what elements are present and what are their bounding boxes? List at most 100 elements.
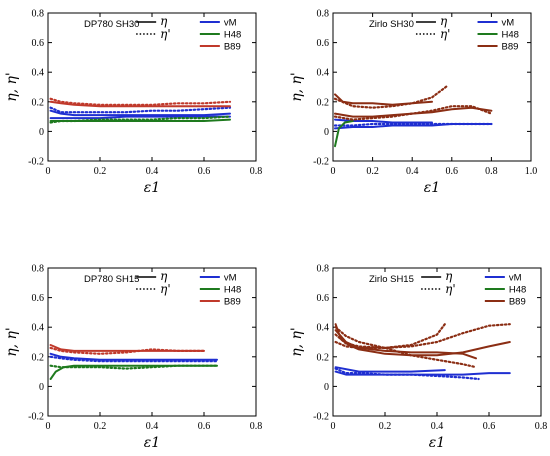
y-axis-label: η, η' <box>289 72 305 102</box>
legend-vm-label: vM <box>509 273 522 284</box>
x-tick-label: 0.8 <box>250 421 263 432</box>
x-tick-label: 0.2 <box>94 166 107 177</box>
legend-vm-label: vM <box>224 18 237 29</box>
series-line-b89-eta <box>49 100 231 108</box>
y-tick-label: 0.6 <box>32 293 45 304</box>
series-line-b89-eta <box>49 344 205 352</box>
series-group <box>334 323 511 381</box>
series-line-b89-eta-prime <box>334 323 511 349</box>
y-tick-label: 0 <box>39 127 44 138</box>
legend-h48-label: H48 <box>224 30 241 41</box>
y-tick-label: 0.8 <box>32 264 45 275</box>
series-line-vm-eta <box>334 366 446 373</box>
series-group <box>49 344 219 380</box>
x-tick-label: 0.4 <box>406 166 419 177</box>
series-line-vm-eta-prime <box>49 355 219 363</box>
x-tick-label: 0.4 <box>431 421 444 432</box>
x-tick-label: 0.6 <box>483 421 496 432</box>
x-axis-label: ε1 <box>144 435 160 451</box>
x-tick-label: 0.8 <box>485 166 498 177</box>
legend-eta-label: η <box>160 269 168 283</box>
series-line-b89-eta-prime <box>334 323 446 349</box>
y-tick-label: 0.8 <box>317 9 330 20</box>
legend-eta-label: η <box>445 269 453 283</box>
series-line-vm-eta-prime <box>333 122 493 127</box>
series-line-b89-eta-prime <box>334 326 478 369</box>
series-line-h48-eta <box>49 118 231 122</box>
legend-eta-prime-label: η' <box>440 27 451 41</box>
legend-eta-prime-label: η' <box>160 282 171 296</box>
plot-title: Zirlo SH30 <box>369 19 414 30</box>
legend-eta-label: η <box>440 14 448 28</box>
plot-frame <box>332 12 532 162</box>
x-tick-label: 0.8 <box>535 421 548 432</box>
y-tick-label: 0 <box>39 382 44 393</box>
series-line-b89-eta-prime <box>49 346 206 355</box>
series-line-h48-eta-prime <box>49 364 219 370</box>
y-axis-label: η, η' <box>289 327 305 357</box>
series-line-b89-eta <box>334 93 433 106</box>
series-group <box>333 84 493 148</box>
x-tick-label: 0.2 <box>366 166 379 177</box>
y-tick-label: 0.4 <box>32 68 45 79</box>
y-axis-label: η, η' <box>4 327 20 357</box>
x-tick-label: 0.8 <box>250 166 263 177</box>
y-tick-label: 0.8 <box>32 9 45 20</box>
series-line-vm-eta <box>49 352 218 361</box>
series-line-vm-eta-prime <box>49 106 232 114</box>
y-tick-label: 0.2 <box>317 97 330 108</box>
y-tick-label: -0.2 <box>313 157 329 168</box>
series-group <box>49 97 232 124</box>
y-tick-label: 0.8 <box>317 264 330 275</box>
legend-b89-label: B89 <box>502 42 519 53</box>
y-tick-label: 0.4 <box>32 323 45 334</box>
y-tick-label: 0.2 <box>317 352 330 363</box>
series-line-h48-eta <box>334 120 354 148</box>
y-tick-label: 0.4 <box>317 323 330 334</box>
x-tick-label: 0 <box>46 421 51 432</box>
series-line-vm-eta <box>49 109 231 117</box>
x-tick-label: 0.6 <box>198 166 211 177</box>
x-axis-label: ε1 <box>429 435 445 451</box>
y-tick-label: 0.6 <box>317 293 330 304</box>
x-tick-label: 0.2 <box>379 421 392 432</box>
plot-title: DP780 SH15 <box>84 274 139 285</box>
y-tick-label: 0.2 <box>32 97 45 108</box>
x-tick-label: 0.4 <box>146 421 159 432</box>
legend-eta-label: η <box>160 14 168 28</box>
series-line-vm-eta <box>49 115 231 120</box>
series-line-b89-eta <box>334 106 493 118</box>
x-tick-label: 0.6 <box>198 421 211 432</box>
x-tick-label: 1.0 <box>525 166 538 177</box>
y-tick-label: 0 <box>324 127 329 138</box>
y-axis-label: η, η' <box>4 72 20 102</box>
x-tick-label: 0.4 <box>146 166 159 177</box>
series-line-b89-eta-prime <box>49 97 232 106</box>
legend-h48-label: H48 <box>502 30 519 41</box>
legend-b89-label: B89 <box>224 297 241 308</box>
y-tick-label: -0.2 <box>313 412 329 423</box>
x-tick-label: 0.2 <box>94 421 107 432</box>
y-tick-label: 0.2 <box>32 352 45 363</box>
series-line-vm-eta-prime <box>334 367 480 381</box>
legend-b89-label: B89 <box>509 297 526 308</box>
legend-h48-label: H48 <box>509 285 526 296</box>
y-tick-label: 0.6 <box>317 38 330 49</box>
series-line-b89-eta-prime <box>333 84 449 109</box>
x-axis-label: ε1 <box>424 180 440 196</box>
legend-h48-label: H48 <box>224 285 241 296</box>
y-tick-label: 0 <box>324 382 329 393</box>
x-tick-label: 0 <box>46 166 51 177</box>
y-tick-label: -0.2 <box>28 157 44 168</box>
y-tick-label: 0.6 <box>32 38 45 49</box>
series-line-b89-eta-prime <box>333 105 493 121</box>
legend-b89-label: B89 <box>224 42 241 53</box>
legend-vm-label: vM <box>224 273 237 284</box>
legend-vm-label: vM <box>502 18 515 29</box>
plot-title: Zirlo SH15 <box>369 274 414 285</box>
